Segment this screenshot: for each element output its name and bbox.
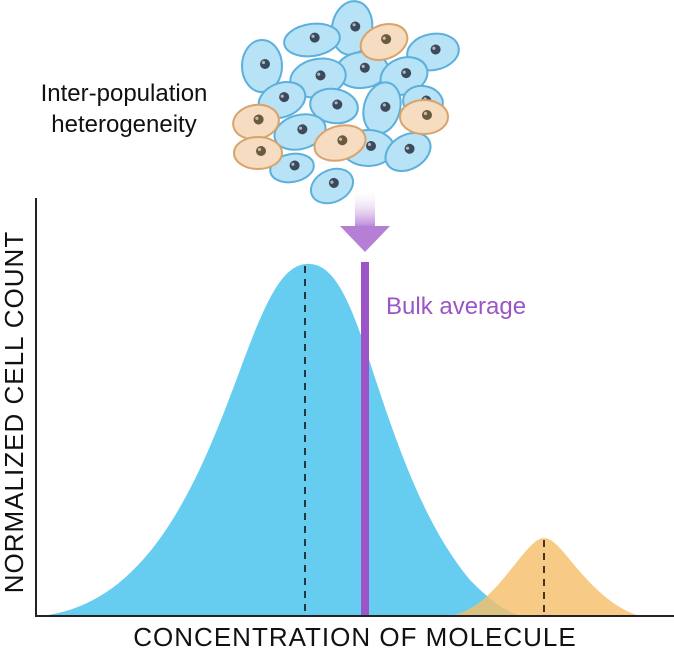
- cell-cluster: [232, 0, 460, 205]
- x-axis-label: CONCENTRATION OF MOLECULE: [133, 622, 577, 652]
- blue-cell: [283, 22, 341, 58]
- orange-cell: [233, 136, 283, 170]
- y-axis-label: NORMALIZED CELL COUNT: [0, 230, 29, 594]
- down-arrow-icon: [340, 190, 390, 252]
- orange-cells: [232, 23, 449, 170]
- bulk-average-line: [361, 262, 369, 616]
- blue-cell: [273, 113, 327, 151]
- major-population-distribution: [40, 263, 520, 616]
- blue-cell: [384, 132, 432, 172]
- y-axis-label-wrap: NORMALIZED CELL COUNT: [0, 202, 31, 622]
- orange-cell: [359, 23, 409, 61]
- minor-population-distribution: [450, 538, 640, 616]
- blue-cell: [309, 87, 359, 125]
- blue-cell: [241, 39, 283, 93]
- blue-cell: [269, 152, 315, 184]
- orange-cell: [232, 103, 280, 141]
- bulk-average-label: Bulk average: [386, 293, 527, 320]
- blue-cell: [309, 167, 355, 205]
- orange-cell: [313, 124, 367, 162]
- heterogeneity-label: Inter-population heterogeneity: [40, 80, 208, 138]
- orange-cell: [399, 99, 449, 135]
